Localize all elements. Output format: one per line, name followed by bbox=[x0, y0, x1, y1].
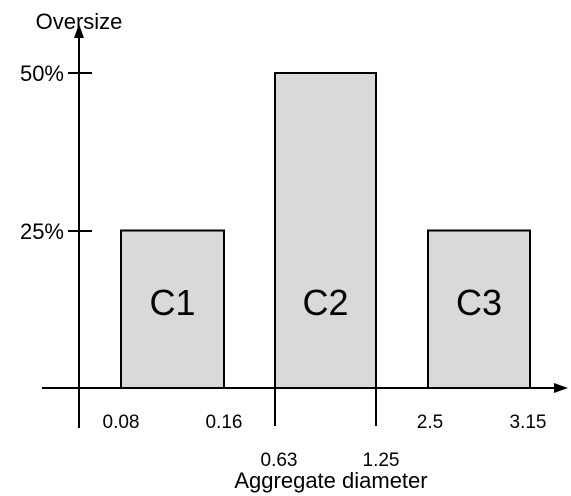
bar-label-c1: C1 bbox=[149, 282, 195, 323]
x-axis-arrowhead bbox=[554, 383, 568, 393]
x-tick-label-0.16: 0.16 bbox=[206, 412, 243, 433]
bar-c2 bbox=[274, 72, 377, 389]
x-tick-label-0.63: 0.63 bbox=[261, 450, 298, 471]
x-tick-label-2.5: 2.5 bbox=[417, 412, 443, 433]
x-tick-label-1.25: 1.25 bbox=[363, 450, 400, 471]
y-tick-label-25: 25% bbox=[20, 219, 64, 244]
bar-label-c2: C2 bbox=[302, 282, 348, 323]
y-axis-arrowhead bbox=[74, 24, 84, 38]
bar-c3 bbox=[427, 229, 531, 389]
x-axis-label: Aggregate diameter bbox=[234, 468, 427, 493]
x-tick-label-3.15: 3.15 bbox=[510, 412, 547, 433]
bar-label-c3: C3 bbox=[456, 282, 502, 323]
y-axis-label: Oversize bbox=[36, 9, 123, 34]
bar-c1 bbox=[120, 229, 225, 389]
x-tick-label-0.08: 0.08 bbox=[103, 412, 140, 433]
bars-group: C1 C2 C3 bbox=[120, 72, 531, 389]
y-tick-label-50: 50% bbox=[20, 61, 64, 86]
